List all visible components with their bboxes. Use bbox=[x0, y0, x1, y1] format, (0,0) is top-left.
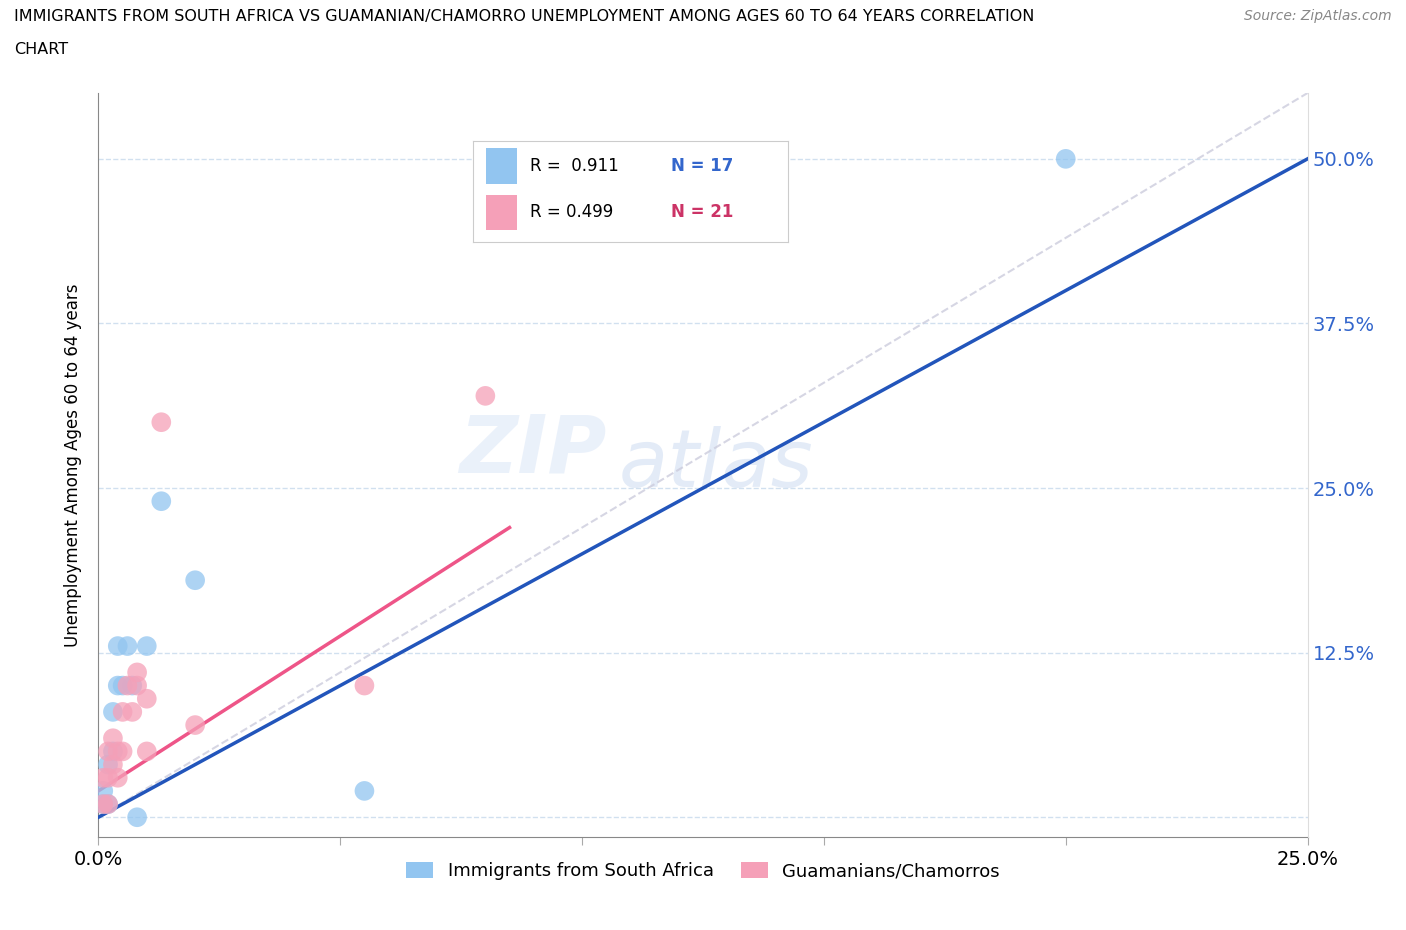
Point bbox=[121, 678, 143, 693]
Point bbox=[1054, 152, 1077, 166]
Point bbox=[150, 415, 173, 430]
Point bbox=[91, 797, 114, 812]
Point bbox=[97, 757, 120, 772]
Text: Source: ZipAtlas.com: Source: ZipAtlas.com bbox=[1244, 9, 1392, 23]
Legend: Immigrants from South Africa, Guamanians/Chamorros: Immigrants from South Africa, Guamanians… bbox=[399, 855, 1007, 887]
Point bbox=[97, 797, 120, 812]
Point bbox=[91, 783, 114, 798]
Point bbox=[101, 744, 124, 759]
Text: CHART: CHART bbox=[14, 42, 67, 57]
Point bbox=[474, 389, 496, 404]
Point bbox=[127, 810, 149, 825]
Point bbox=[353, 678, 375, 693]
Point bbox=[150, 494, 173, 509]
Point bbox=[111, 704, 134, 719]
Point bbox=[184, 573, 207, 588]
Point bbox=[101, 731, 124, 746]
Point bbox=[117, 639, 139, 654]
Point bbox=[353, 783, 375, 798]
Point bbox=[127, 665, 149, 680]
Point bbox=[121, 704, 143, 719]
Y-axis label: Unemployment Among Ages 60 to 64 years: Unemployment Among Ages 60 to 64 years bbox=[65, 284, 83, 646]
Point bbox=[107, 744, 129, 759]
Point bbox=[135, 639, 157, 654]
Text: IMMIGRANTS FROM SOUTH AFRICA VS GUAMANIAN/CHAMORRO UNEMPLOYMENT AMONG AGES 60 TO: IMMIGRANTS FROM SOUTH AFRICA VS GUAMANIA… bbox=[14, 9, 1035, 24]
Text: atlas: atlas bbox=[619, 426, 813, 504]
Point bbox=[117, 678, 139, 693]
Point bbox=[91, 797, 114, 812]
Point bbox=[184, 718, 207, 733]
Point bbox=[127, 678, 149, 693]
Text: ZIP: ZIP bbox=[458, 411, 606, 489]
Point bbox=[107, 639, 129, 654]
Point bbox=[135, 691, 157, 706]
Point bbox=[97, 797, 120, 812]
Point bbox=[107, 770, 129, 785]
Point bbox=[97, 770, 120, 785]
Point bbox=[111, 678, 134, 693]
Point bbox=[135, 744, 157, 759]
Point bbox=[97, 744, 120, 759]
Point bbox=[91, 770, 114, 785]
Point bbox=[111, 744, 134, 759]
Point bbox=[107, 678, 129, 693]
Point bbox=[101, 757, 124, 772]
Point bbox=[101, 704, 124, 719]
